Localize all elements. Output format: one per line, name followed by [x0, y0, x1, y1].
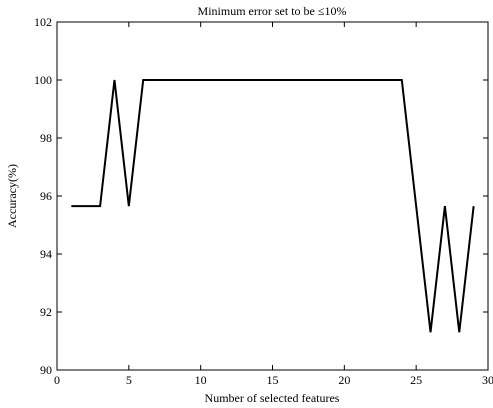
plot-frame [56, 21, 489, 371]
chart-title: Minimum error set to be ≤10% [198, 4, 347, 18]
x-tick-label: 10 [195, 373, 207, 387]
y-tick-label: 92 [40, 305, 52, 319]
x-tick-label: 0 [54, 373, 60, 387]
x-tick-label: 25 [410, 373, 422, 387]
y-tick-label: 96 [40, 189, 52, 203]
y-axis-label: Accuracy(%) [5, 164, 19, 228]
x-tick-label: 20 [338, 373, 350, 387]
y-tick-label: 94 [40, 247, 52, 261]
x-axis-label: Number of selected features [205, 391, 340, 405]
y-tick-label: 90 [40, 363, 52, 377]
y-tick-label: 102 [34, 15, 52, 29]
y-tick-label: 100 [34, 73, 52, 87]
data-line [71, 79, 475, 333]
x-tick-label: 30 [482, 373, 493, 387]
y-tick-label: 98 [40, 131, 52, 145]
x-tick-label: 5 [126, 373, 132, 387]
x-tick-label: 15 [267, 373, 279, 387]
